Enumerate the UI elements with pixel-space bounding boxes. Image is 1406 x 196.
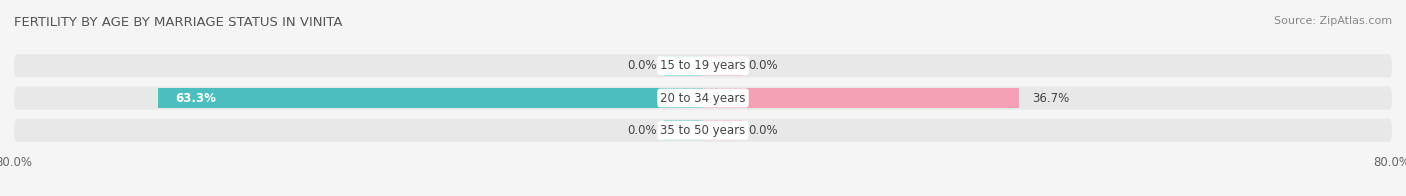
FancyBboxPatch shape bbox=[14, 119, 1392, 142]
Text: 0.0%: 0.0% bbox=[748, 124, 779, 137]
Text: Source: ZipAtlas.com: Source: ZipAtlas.com bbox=[1274, 16, 1392, 26]
Text: 20 to 34 years: 20 to 34 years bbox=[661, 92, 745, 104]
FancyBboxPatch shape bbox=[14, 86, 1392, 110]
Text: 35 to 50 years: 35 to 50 years bbox=[661, 124, 745, 137]
Text: 0.0%: 0.0% bbox=[748, 59, 779, 72]
Bar bbox=[664, 56, 703, 76]
Text: 36.7%: 36.7% bbox=[1032, 92, 1069, 104]
Bar bbox=[157, 88, 703, 108]
Bar bbox=[703, 88, 742, 108]
Text: FERTILITY BY AGE BY MARRIAGE STATUS IN VINITA: FERTILITY BY AGE BY MARRIAGE STATUS IN V… bbox=[14, 16, 343, 29]
Bar bbox=[664, 88, 703, 108]
Text: 15 to 19 years: 15 to 19 years bbox=[661, 59, 745, 72]
Text: 0.0%: 0.0% bbox=[627, 124, 658, 137]
Text: 63.3%: 63.3% bbox=[176, 92, 217, 104]
Bar bbox=[703, 56, 742, 76]
Bar bbox=[664, 120, 703, 140]
FancyBboxPatch shape bbox=[14, 54, 1392, 77]
Bar bbox=[703, 88, 1019, 108]
Text: 0.0%: 0.0% bbox=[627, 59, 658, 72]
Bar bbox=[703, 120, 742, 140]
